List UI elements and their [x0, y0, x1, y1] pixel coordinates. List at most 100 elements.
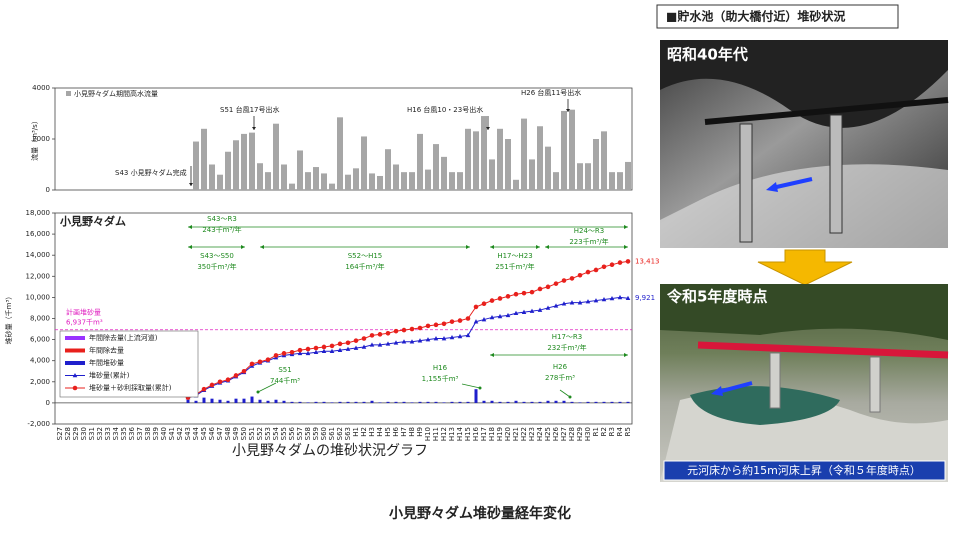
- bar: [394, 401, 398, 403]
- marker: [537, 307, 543, 312]
- bar: [362, 401, 366, 403]
- x-tick-label: H16: [472, 426, 480, 441]
- y-tick-label: 12,000: [26, 272, 51, 280]
- marker: [457, 318, 463, 323]
- legend-label: 年間除去量: [89, 346, 124, 355]
- x-tick-label: S28: [64, 427, 72, 440]
- event-arrow: [257, 382, 277, 393]
- bar: [385, 149, 391, 190]
- pier: [769, 352, 781, 409]
- marker: [569, 276, 575, 281]
- marker: [529, 308, 535, 313]
- x-tick-label: R5: [624, 427, 632, 436]
- x-tick-label: S46: [208, 426, 216, 440]
- x-tick-label: H28: [568, 427, 576, 441]
- bar: [274, 399, 278, 403]
- bar: [257, 163, 263, 190]
- pier: [829, 114, 843, 234]
- marker: [353, 345, 359, 350]
- annotation: S43 小見野々ダム完成: [115, 168, 187, 177]
- x-tick-label: H19: [496, 427, 504, 441]
- marker: [561, 278, 567, 283]
- y-tick-label: 0: [46, 399, 50, 407]
- bar: [522, 401, 526, 403]
- marker: [305, 350, 311, 356]
- x-tick-label: S31: [88, 427, 96, 440]
- bar: [434, 401, 438, 403]
- marker: [409, 339, 415, 344]
- bar: [538, 401, 542, 403]
- period-label: S52～H15: [348, 252, 383, 260]
- trees: [660, 284, 948, 340]
- arrow-head: [466, 245, 470, 249]
- marker: [217, 379, 223, 385]
- x-tick-label: S51: [248, 427, 256, 440]
- marker: [425, 323, 431, 329]
- bar: [386, 401, 390, 403]
- marker: [369, 333, 375, 338]
- graph-caption: 小見野々ダムの堆砂状況グラフ: [232, 443, 428, 459]
- x-tick-label: S47: [216, 427, 224, 440]
- bar: [545, 146, 551, 190]
- marker: [601, 264, 607, 270]
- marker: [521, 290, 527, 296]
- marker: [561, 301, 567, 306]
- marker: [241, 368, 247, 374]
- x-tick-label: S38: [144, 427, 152, 440]
- y-tick-label: 16,000: [26, 230, 51, 238]
- event-amount: 1,155千m³: [422, 374, 459, 383]
- legend-label: 年間除去量(上流河道): [89, 333, 158, 342]
- legend-label: 堆砂量(累計): [89, 371, 130, 380]
- marker: [569, 300, 575, 305]
- period-rate: 350千m³/年: [197, 262, 236, 271]
- marker: [577, 300, 583, 305]
- marker: [497, 313, 503, 319]
- bar: [569, 109, 575, 190]
- marker: [321, 348, 327, 354]
- annotation: H26 台風11号出水: [521, 88, 581, 97]
- period-rate: 251千m³/年: [495, 262, 534, 271]
- x-tick-label: H2: [360, 427, 368, 437]
- y-tick-label: 4000: [32, 84, 50, 92]
- y-axis-label: 流量（m³/s）: [30, 117, 39, 161]
- x-tick-label: H21: [512, 427, 520, 441]
- marker: [497, 296, 503, 301]
- marker: [249, 361, 255, 367]
- bar: [194, 400, 198, 403]
- bar: [514, 400, 518, 403]
- marker: [409, 326, 415, 332]
- marker: [593, 267, 599, 273]
- marker: [345, 346, 351, 351]
- y-tick-label: 8,000: [30, 315, 50, 323]
- bar: [490, 400, 494, 403]
- down-arrow: [757, 249, 853, 286]
- bar: [377, 175, 383, 190]
- arrow: [717, 381, 753, 394]
- arrow-head: [766, 182, 778, 192]
- marker: [617, 260, 623, 265]
- marker: [361, 344, 367, 349]
- arrow-head: [188, 225, 192, 229]
- bar: [586, 401, 590, 403]
- bar: [546, 400, 550, 403]
- bar: [402, 401, 406, 403]
- bar: [361, 136, 367, 190]
- x-tick-label: S58: [304, 427, 312, 440]
- y-tick-label: 18,000: [26, 209, 51, 217]
- x-tick-label: H10: [424, 427, 432, 441]
- bar: [474, 389, 478, 403]
- y-tick-label: 0: [46, 186, 50, 194]
- event-amount: 744千m³: [270, 376, 300, 385]
- marker: [385, 330, 391, 336]
- bar: [218, 399, 222, 403]
- x-tick-label: S42: [176, 427, 184, 440]
- x-tick-label: R1: [592, 427, 600, 436]
- marker: [313, 349, 319, 355]
- bar: [330, 402, 334, 403]
- bar: [481, 116, 487, 190]
- event-label: H26: [553, 363, 568, 371]
- x-tick-label: S37: [136, 427, 144, 440]
- marker: [265, 357, 271, 362]
- bar: [401, 172, 407, 190]
- marker: [545, 305, 551, 310]
